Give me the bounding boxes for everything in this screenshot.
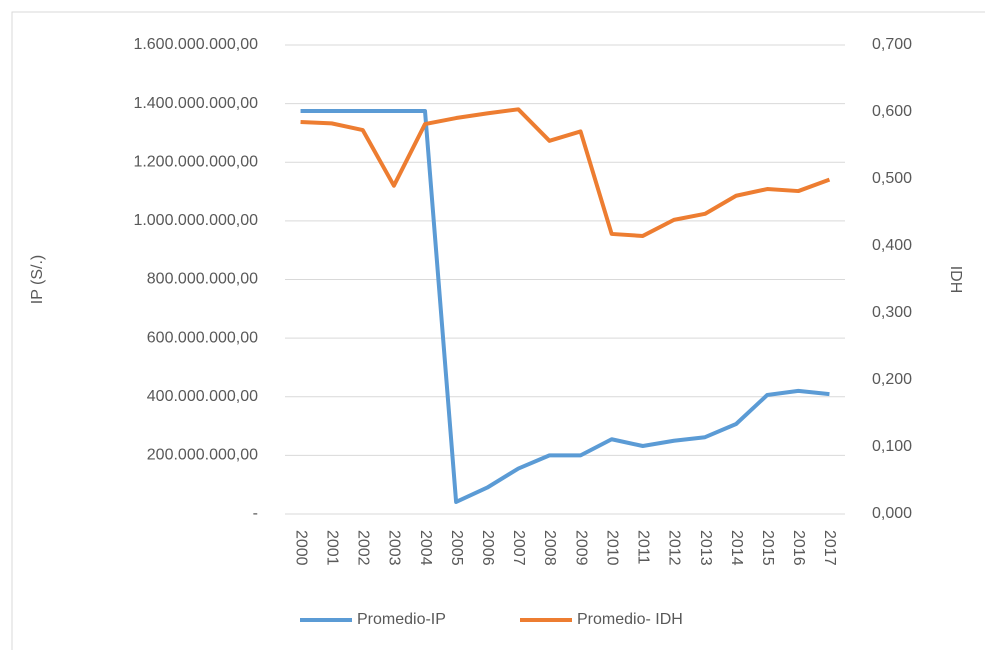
x-tick-label: 2006 [479,530,496,566]
y2-axis-title: IDH [947,266,964,294]
x-tick-label: 2009 [572,530,589,566]
y-tick-label: - [253,505,258,522]
y-axis-title: IP (S/.) [29,255,46,305]
y2-tick-label: 0,600 [872,103,912,120]
x-tick-label: 2015 [759,530,776,566]
data-line [300,107,831,238]
y2-tick-label: 0,200 [872,371,912,388]
x-tick-label: 2016 [790,530,807,566]
y-tick-label: 1.400.000.000,00 [133,95,258,112]
x-tick-label: 2000 [292,530,309,566]
x-tick-label: 2001 [323,530,340,566]
y-tick-label: 200.000.000,00 [147,447,258,464]
legend-label: Promedio- IDH [577,611,683,628]
x-tick-label: 2017 [821,530,838,566]
y-tick-label: 400.000.000,00 [147,388,258,405]
x-tick-label: 2007 [510,530,527,566]
y2-tick-label: 0,700 [872,36,912,53]
x-tick-label: 2004 [417,530,434,566]
y2-tick-label: 0,500 [872,170,912,187]
x-tick-label: 2002 [355,530,372,566]
y-tick-label: 600.000.000,00 [147,329,258,346]
y-tick-label: 800.000.000,00 [147,271,258,288]
x-tick-label: 2011 [635,530,652,565]
y-tick-label: 1.000.000.000,00 [133,212,258,229]
legend-label: Promedio-IP [357,611,446,628]
y2-tick-label: 0,300 [872,304,912,321]
y2-tick-label: 0,100 [872,438,912,455]
x-tick-label: 2014 [728,530,745,566]
y2-tick-label: 0,400 [872,237,912,254]
data-line [300,108,830,504]
y-tick-label: 1.200.000.000,00 [133,153,258,170]
y-tick-label: 1.600.000.000,00 [133,36,258,53]
x-tick-label: 2005 [448,530,465,566]
x-tick-label: 2010 [603,530,620,566]
x-tick-label: 2012 [666,530,683,566]
x-tick-label: 2003 [386,530,403,566]
x-tick-label: 2008 [541,530,558,566]
x-tick-label: 2013 [697,530,714,566]
y2-tick-label: 0,000 [872,505,912,522]
chart-border [11,11,985,650]
